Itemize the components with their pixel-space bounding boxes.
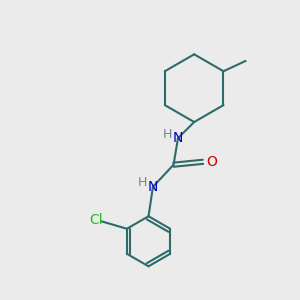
Text: Cl: Cl <box>90 213 103 227</box>
Text: N: N <box>148 180 158 194</box>
Text: H: H <box>163 128 172 141</box>
Text: O: O <box>206 155 217 169</box>
Text: H: H <box>138 176 147 189</box>
Text: N: N <box>173 131 183 145</box>
